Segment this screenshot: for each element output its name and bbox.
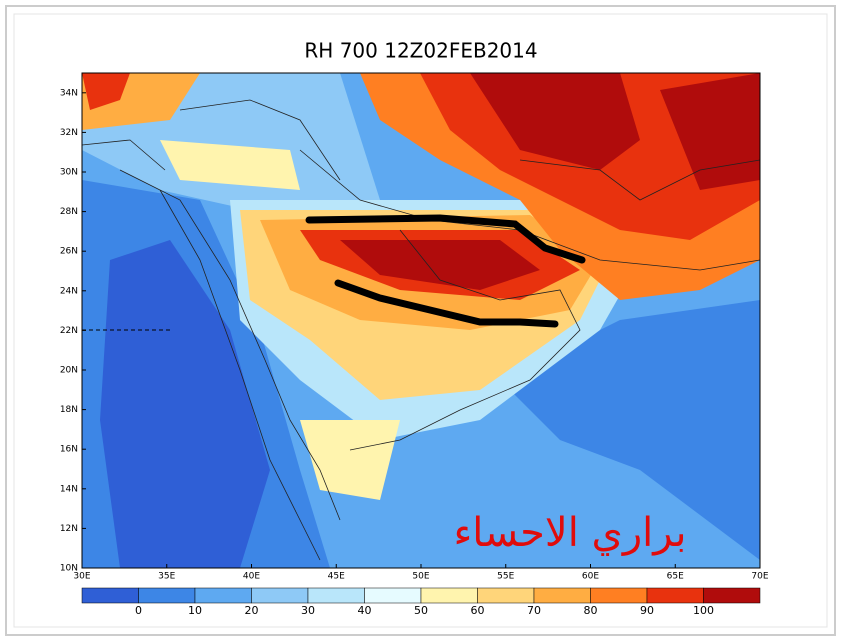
- colorbar-segment: [533, 587, 591, 604]
- colorbar-label: 70: [527, 604, 541, 617]
- longitude-label: 40E: [243, 572, 260, 582]
- latitude-label: 26N: [60, 247, 78, 257]
- latitude-label: 24N: [60, 286, 78, 296]
- colorbar-segment: [81, 587, 139, 604]
- colorbar-segment: [477, 587, 535, 604]
- latitude-label: 22N: [60, 326, 78, 336]
- colorbar-segment: [194, 587, 252, 604]
- latitude-label: 34N: [60, 88, 78, 98]
- colorbar-label: 80: [584, 604, 598, 617]
- colorbar-label: 100: [693, 604, 714, 617]
- longitude-label: 30E: [73, 572, 90, 582]
- colorbar-label: 50: [414, 604, 428, 617]
- colorbar-label: 0: [135, 604, 142, 617]
- colorbar-segment: [364, 587, 422, 604]
- colorbar-label: 60: [471, 604, 485, 617]
- colorbar-segment: [646, 587, 704, 604]
- watermark: براري الاحساء: [454, 510, 687, 556]
- latitude-label: 18N: [60, 405, 78, 415]
- map-title: RH 700 12Z02FEB2014: [304, 39, 537, 63]
- latitude-label: 30N: [60, 168, 78, 178]
- latitude-label: 12N: [60, 524, 78, 534]
- rh-field: [82, 73, 760, 568]
- latitude-label: 20N: [60, 366, 78, 376]
- longitude-label: 65E: [667, 572, 684, 582]
- longitude-label: 55E: [497, 572, 514, 582]
- latitude-label: 10N: [60, 564, 78, 574]
- colorbar-label: 10: [188, 604, 202, 617]
- longitude-label: 60E: [582, 572, 599, 582]
- latitude-label: 16N: [60, 445, 78, 455]
- frame: [5, 5, 836, 636]
- longitude-label: 50E: [412, 572, 429, 582]
- colorbar-label: 90: [640, 604, 654, 617]
- longitude-label: 45E: [328, 572, 345, 582]
- colorbar-segment: [138, 587, 196, 604]
- colorbar-segment: [251, 587, 309, 604]
- latitude-label: 28N: [60, 207, 78, 217]
- longitude-label: 70E: [751, 572, 768, 582]
- colorbar-label: 30: [301, 604, 315, 617]
- colorbar-segment: [307, 587, 365, 604]
- frame-inner: [13, 13, 828, 628]
- colorbar-segment: [590, 587, 648, 604]
- colorbar-label: 40: [358, 604, 372, 617]
- colorbar-segment: [420, 587, 478, 604]
- longitude-label: 35E: [158, 572, 175, 582]
- colorbar-label: 20: [245, 604, 259, 617]
- colorbar-segment: [703, 587, 761, 604]
- latitude-label: 32N: [60, 128, 78, 138]
- latitude-label: 14N: [60, 484, 78, 494]
